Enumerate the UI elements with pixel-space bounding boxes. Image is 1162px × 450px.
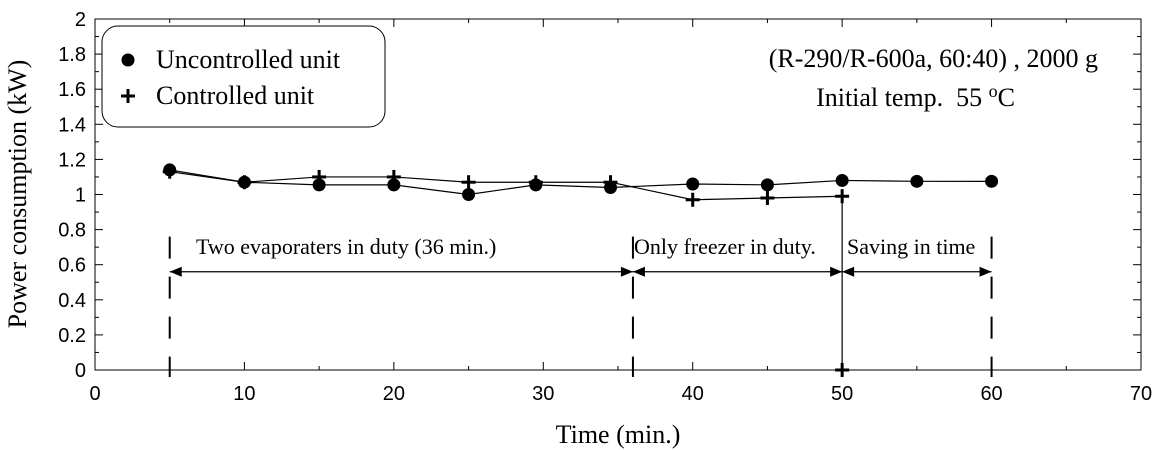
data-point-controlled <box>237 175 252 190</box>
series-lines <box>169 169 992 201</box>
x-tick-label: 70 <box>1130 383 1152 405</box>
data-point-controlled <box>603 175 618 190</box>
legend-box <box>101 25 386 128</box>
y-axis: 0 0.2 0.4 0.6 0.8 1 1.2 1.4 1.6 1.8 2 <box>58 9 1141 382</box>
series-line-uncontrolled <box>169 169 992 196</box>
x-axis: 0 10 20 30 40 50 60 70 <box>89 19 1152 405</box>
y-tick-label: 1.8 <box>58 44 86 66</box>
data-point-uncontrolled <box>462 188 476 201</box>
phase-arrow-head-left <box>842 266 855 277</box>
phase-arrow-head-right <box>620 266 633 277</box>
phase-arrow-head-right <box>830 266 843 277</box>
y-axis-label: Power consumption (kW) <box>3 60 32 329</box>
x-tick-label: 40 <box>682 383 704 405</box>
y-tick-label: 0.2 <box>58 325 86 347</box>
initial-temp-text: Initial temp. 55 <box>816 83 989 112</box>
data-point-uncontrolled <box>387 178 401 192</box>
legend-label-controlled: Controlled unit <box>156 81 315 110</box>
degree-unit: C <box>998 83 1015 112</box>
data-point-controlled <box>461 175 476 190</box>
legend-label-uncontrolled: Uncontrolled unit <box>156 45 341 74</box>
phase-markers <box>168 189 993 378</box>
phase-arrow-head-left <box>169 266 182 277</box>
phase2-label: Only freezer in duty. <box>634 234 816 259</box>
data-point-controlled <box>528 175 543 190</box>
phase-arrow-head-right <box>979 266 992 277</box>
data-point-controlled <box>835 189 850 204</box>
y-tick-label: 1 <box>75 185 86 207</box>
phase3-label: Saving in time <box>847 234 975 259</box>
x-tick-label: 20 <box>383 383 405 405</box>
x-tick-label: 50 <box>831 383 853 405</box>
data-point-controlled <box>760 191 775 206</box>
data-point-controlled <box>386 169 401 184</box>
data-point-controlled <box>835 363 850 377</box>
x-tick-label: 60 <box>980 383 1002 405</box>
y-tick-label: 1.6 <box>58 79 86 101</box>
data-point-uncontrolled <box>985 174 999 188</box>
degree-sup: o <box>989 81 998 101</box>
legend-marker-controlled <box>121 89 135 103</box>
phase1-label: Two evaporaters in duty (36 min.) <box>196 234 496 259</box>
data-point-controlled <box>685 192 700 207</box>
legend-marker-uncontrolled <box>121 53 135 67</box>
y-tick-label: 1.4 <box>58 114 86 136</box>
data-point-controlled <box>162 164 177 179</box>
data-point-uncontrolled <box>686 177 700 191</box>
series-line-controlled <box>169 171 843 201</box>
condition-text-line2: Initial temp. 55 oC <box>816 81 1015 112</box>
y-tick-label: 1.2 <box>58 149 86 171</box>
y-tick-label: 0.4 <box>58 290 86 312</box>
phase-arrow-head-left <box>632 266 645 277</box>
x-tick-label: 10 <box>233 383 255 405</box>
x-tick-label: 30 <box>532 383 554 405</box>
data-point-uncontrolled <box>910 174 924 188</box>
series-points <box>162 163 999 377</box>
y-tick-label: 0.8 <box>58 220 86 242</box>
x-axis-label: Time (min.) <box>556 420 681 449</box>
y-tick-label: 0 <box>75 360 86 382</box>
x-tick-label: 0 <box>89 383 100 405</box>
data-point-uncontrolled <box>760 178 774 192</box>
condition-text-line1: (R-290/R-600a, 60:40) , 2000 g <box>769 44 1098 73</box>
y-tick-label: 0.6 <box>58 255 86 277</box>
data-point-uncontrolled <box>312 178 326 192</box>
data-point-controlled <box>312 169 327 184</box>
data-point-uncontrolled <box>835 173 849 187</box>
y-tick-label: 2 <box>75 9 86 31</box>
